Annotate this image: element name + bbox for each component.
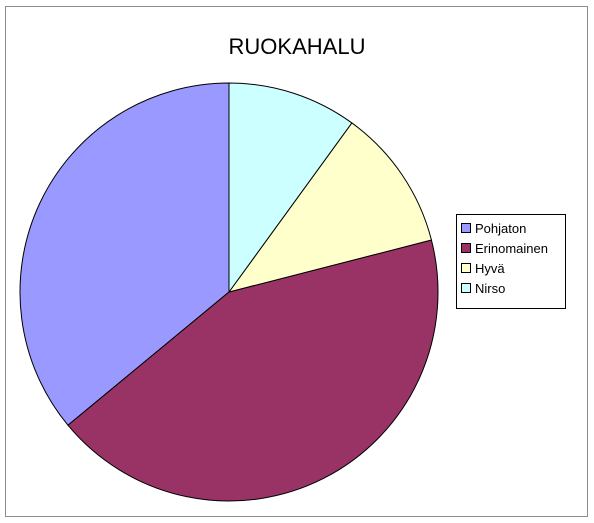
- legend-label-nirso: Nirso: [475, 280, 506, 296]
- legend-item-erinomainen: Erinomainen: [461, 238, 565, 258]
- pie-slice-erinomainen: [67, 239, 439, 502]
- legend-swatch-nirso: [461, 283, 471, 293]
- legend-label-erinomainen: Erinomainen: [475, 240, 548, 256]
- legend-item-pohjaton: Pohjaton: [461, 218, 565, 238]
- chart-title: RUOKAHALU: [228, 34, 366, 59]
- pie-slice-pohjaton: [19, 82, 230, 426]
- pie-slice-hyva: [227, 122, 433, 293]
- legend-label-hyva: Hyvä: [475, 260, 505, 276]
- pie-slices: [19, 82, 439, 502]
- legend-swatch-pohjaton: [461, 223, 471, 233]
- chart-legend: Pohjaton Erinomainen Hyvä Nirso: [456, 214, 566, 309]
- pie-slice-nirso: [228, 82, 353, 294]
- legend-item-nirso: Nirso: [461, 278, 565, 298]
- legend-swatch-erinomainen: [461, 243, 471, 253]
- legend-item-hyva: Hyvä: [461, 258, 565, 278]
- legend-swatch-hyva: [461, 263, 471, 273]
- legend-label-pohjaton: Pohjaton: [475, 220, 527, 236]
